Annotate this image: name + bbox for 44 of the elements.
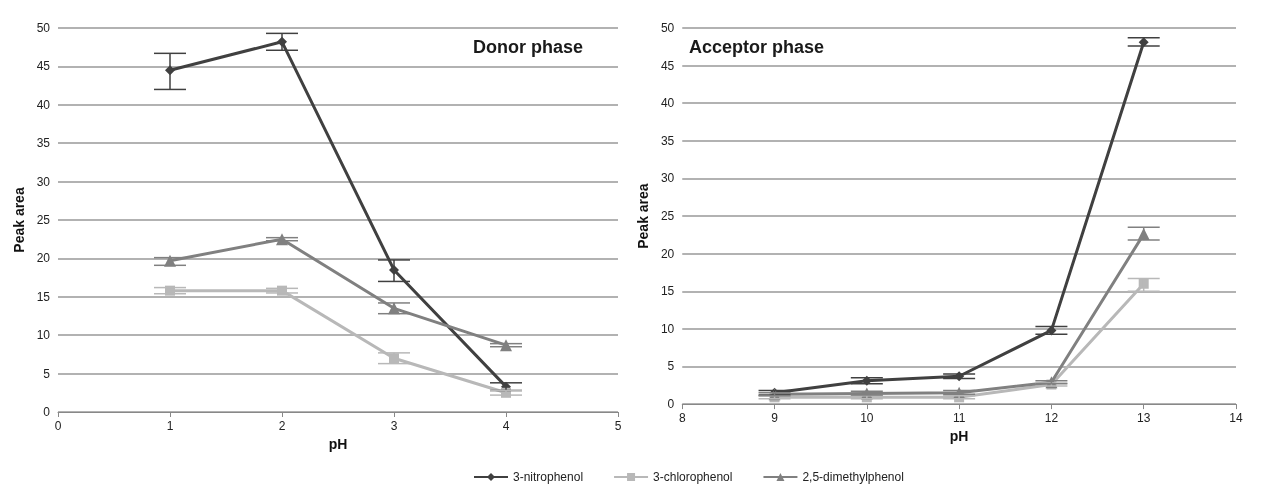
x-tick-label: 3 bbox=[390, 419, 398, 433]
legend-label: 3-nitrophenol bbox=[513, 470, 584, 484]
y-tick-label: 10 bbox=[36, 328, 51, 343]
x-axis-title: pH bbox=[328, 435, 348, 452]
x-tick-label: 14 bbox=[1229, 411, 1243, 426]
x-tick-label: 9 bbox=[771, 411, 779, 426]
text: Acceptor phase bbox=[689, 37, 825, 57]
x-tick-label: 4 bbox=[502, 419, 510, 433]
legend-label: 3-chlorophenol bbox=[653, 470, 733, 484]
x-tick-label: 1 bbox=[166, 419, 174, 433]
x-tick-label: 10 bbox=[860, 411, 874, 426]
y-tick-label: 20 bbox=[660, 246, 675, 261]
x-tick-label: 5 bbox=[614, 419, 622, 433]
y-tick-label: 45 bbox=[36, 59, 51, 74]
y-tick-label: 25 bbox=[660, 209, 675, 224]
x-tick-label: 2 bbox=[278, 419, 286, 433]
y-tick-label: 45 bbox=[660, 58, 675, 73]
x-tick-label: 8 bbox=[678, 411, 686, 426]
x-tick-label: 13 bbox=[1137, 411, 1151, 426]
y-tick-label: 40 bbox=[660, 96, 675, 111]
y-tick-label: 50 bbox=[660, 21, 675, 35]
y-axis-title: Peak area bbox=[635, 183, 651, 249]
y-tick-label: 5 bbox=[667, 359, 675, 374]
y-tick-label: 30 bbox=[36, 174, 51, 189]
y-axis-title: Peak area bbox=[11, 187, 27, 253]
y-tick-label: 40 bbox=[36, 97, 51, 112]
legend-label: 2,5-dimethylphenol bbox=[802, 470, 904, 484]
y-tick-label: 15 bbox=[660, 284, 675, 299]
x-axis-title: pH bbox=[949, 428, 969, 444]
x-tick-label: 0 bbox=[54, 419, 62, 433]
y-tick-label: 35 bbox=[36, 136, 51, 151]
point bbox=[1138, 278, 1149, 289]
y-tick-label: 0 bbox=[667, 397, 675, 412]
y-tick-label: 10 bbox=[660, 321, 675, 336]
y-tick-label: 35 bbox=[660, 133, 675, 148]
y-tick-label: 30 bbox=[660, 171, 675, 186]
text: Donor phase bbox=[473, 37, 584, 57]
x-tick-label: 11 bbox=[952, 411, 966, 426]
y-tick-label: 5 bbox=[43, 366, 51, 381]
x-tick-label: 12 bbox=[1044, 411, 1059, 426]
y-tick-label: 20 bbox=[36, 251, 51, 266]
y-tick-label: 50 bbox=[36, 21, 51, 35]
y-tick-label: 25 bbox=[36, 213, 51, 227]
y-tick-label: 15 bbox=[36, 289, 51, 304]
